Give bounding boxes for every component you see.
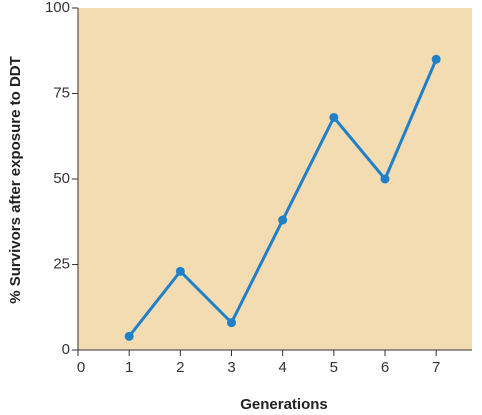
- x-tick-label: 3: [227, 359, 235, 376]
- data-point: [227, 318, 237, 328]
- y-axis-label: % Survivors after exposure to DDT: [7, 56, 24, 304]
- x-tick-label: 1: [125, 359, 133, 376]
- y-tick-label: 50: [53, 170, 70, 187]
- data-point: [124, 331, 134, 341]
- x-axis-label: Generations: [240, 396, 328, 413]
- data-point: [380, 174, 390, 184]
- y-tick-label: 25: [53, 255, 70, 272]
- x-tick-label: 0: [77, 359, 85, 376]
- x-tick-label: 6: [381, 359, 389, 376]
- y-tick-label: 0: [62, 341, 70, 358]
- data-point: [329, 112, 339, 122]
- y-tick-label: 75: [53, 84, 70, 101]
- data-point: [431, 54, 441, 64]
- data-point: [278, 215, 288, 225]
- x-tick-label: 5: [330, 359, 338, 376]
- x-tick-label: 7: [432, 359, 440, 376]
- plot-area: [78, 8, 472, 350]
- y-tick-label: 100: [45, 0, 70, 16]
- x-tick-label: 2: [176, 359, 184, 376]
- x-tick-label: 4: [279, 359, 287, 376]
- data-point: [175, 266, 185, 276]
